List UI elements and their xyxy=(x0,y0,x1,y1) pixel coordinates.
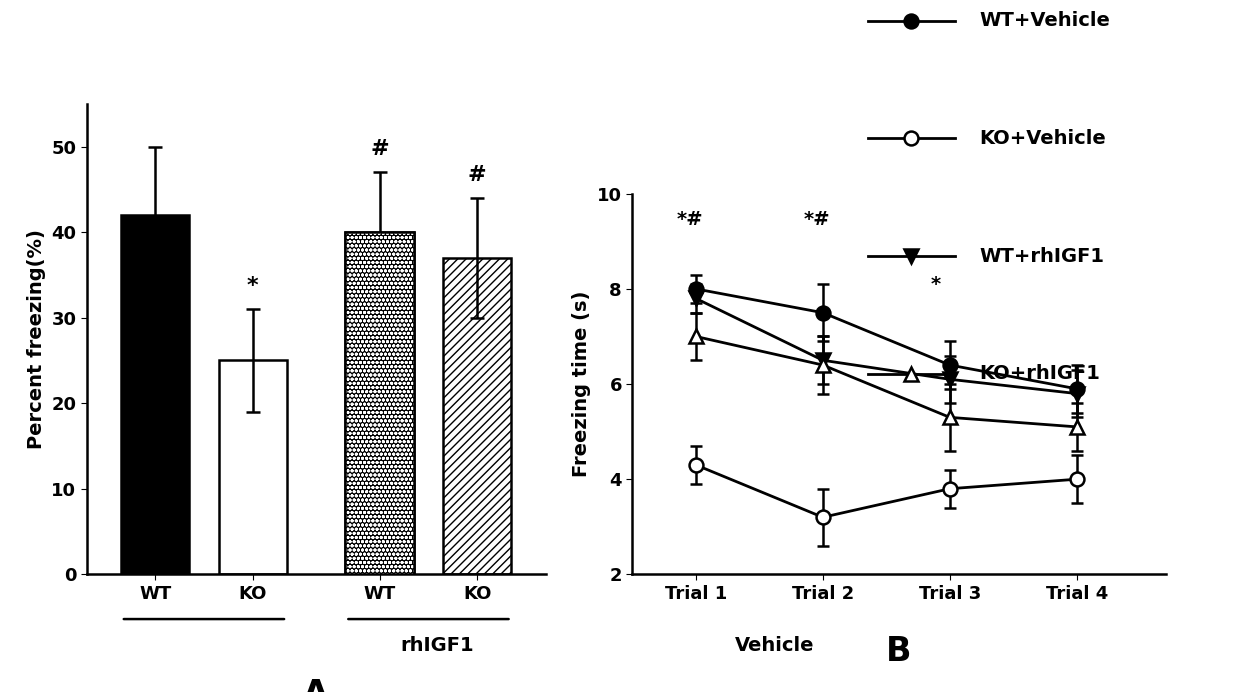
Bar xyxy=(443,258,511,574)
Text: WT+rhIGF1: WT+rhIGF1 xyxy=(980,246,1105,266)
Text: A: A xyxy=(304,678,329,692)
Y-axis label: Freezing time (s): Freezing time (s) xyxy=(573,291,591,477)
Bar xyxy=(346,232,414,574)
Text: KO+Vehicle: KO+Vehicle xyxy=(980,129,1106,148)
Y-axis label: Percent freezing(%): Percent freezing(%) xyxy=(27,229,46,449)
Bar xyxy=(218,361,286,574)
Text: WT+Vehicle: WT+Vehicle xyxy=(980,11,1111,30)
Bar xyxy=(346,232,414,574)
Text: *: * xyxy=(247,276,259,296)
Bar xyxy=(346,232,414,574)
Text: KO+rhIGF1: KO+rhIGF1 xyxy=(980,364,1100,383)
Text: B: B xyxy=(887,635,911,668)
Text: rhIGF1: rhIGF1 xyxy=(401,635,475,655)
Text: *#: *# xyxy=(677,210,703,230)
Text: *#: *# xyxy=(804,210,831,230)
Text: *: * xyxy=(931,275,941,293)
Text: #: # xyxy=(371,139,389,159)
Bar xyxy=(122,215,190,574)
Text: Vehicle: Vehicle xyxy=(735,635,815,655)
Text: #: # xyxy=(467,165,486,185)
